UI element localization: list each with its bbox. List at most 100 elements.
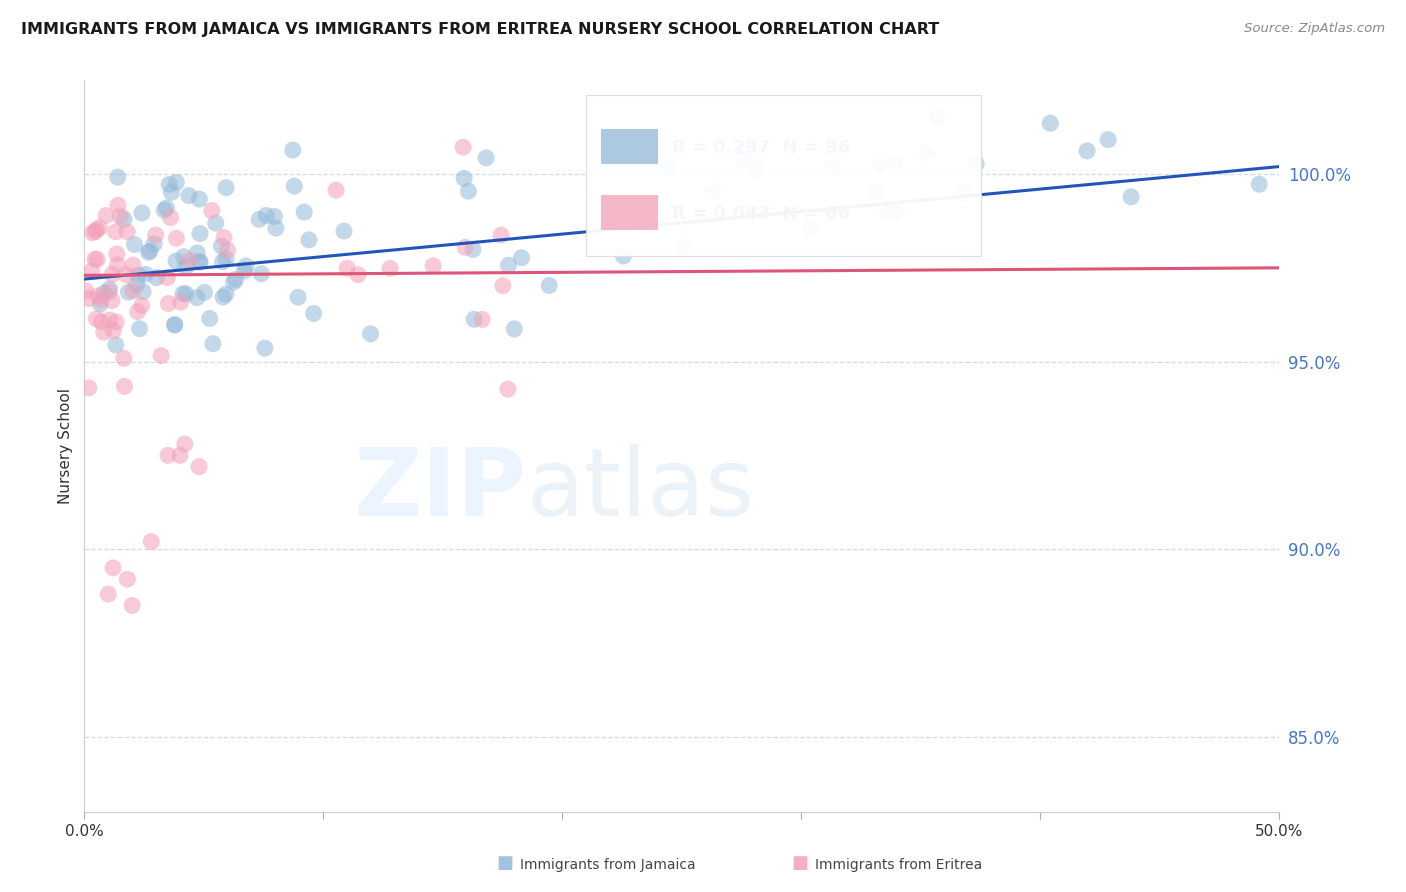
Point [422,259,444,273]
Point [188,192,211,206]
Point [138,245,160,260]
Point [93,325,115,339]
Point [159,211,181,225]
Point [799,221,821,235]
Y-axis label: Nursery School: Nursery School [58,388,73,504]
Point [157,296,180,310]
Point [114,379,136,393]
Point [169,449,191,463]
Point [132,285,155,299]
Point [105,315,128,329]
Point [87,289,110,303]
Point [702,184,724,198]
Point [165,231,187,245]
Point [254,208,277,222]
Point [1076,144,1098,158]
Point [101,267,124,281]
Point [86,252,108,267]
Point [141,534,163,549]
Point [173,437,195,451]
Point [156,270,179,285]
Point [186,291,208,305]
Point [177,188,200,202]
Point [298,233,321,247]
Point [471,312,494,326]
Point [188,227,211,241]
Point [122,258,145,272]
Point [264,221,287,235]
Text: ■: ■ [496,855,513,872]
Point [212,230,235,244]
Point [457,184,479,198]
Point [115,225,138,239]
Point [475,151,498,165]
Point [217,244,239,258]
Point [215,180,238,194]
Point [1249,178,1271,192]
Point [124,237,146,252]
Point [863,185,886,199]
Point [163,318,186,332]
Point [461,243,484,257]
Point [165,254,187,268]
Point [658,161,681,176]
Point [1039,116,1062,130]
Point [347,268,370,282]
Point [117,572,139,586]
Point [287,290,309,304]
Point [215,287,238,301]
Text: R = 0.043  N = 66: R = 0.043 N = 66 [672,205,851,223]
Text: atlas: atlas [527,444,755,536]
Point [105,258,128,272]
Point [145,270,167,285]
Point [127,304,149,318]
Point [188,459,211,474]
Point [121,599,143,613]
Point [247,212,270,227]
Point [253,341,276,355]
Point [745,163,768,178]
Point [128,268,150,282]
Point [145,227,167,242]
Point [204,216,226,230]
Point [292,205,315,219]
Point [510,251,533,265]
Point [98,313,121,327]
Point [135,268,157,282]
Point [172,286,194,301]
Point [101,293,124,308]
Point [965,157,987,171]
Point [733,152,755,166]
FancyBboxPatch shape [600,195,658,230]
Point [157,178,180,192]
Point [121,284,143,298]
Point [101,561,124,575]
Point [336,261,359,276]
Point [671,239,693,253]
Point [201,203,224,218]
Point [94,209,117,223]
Point [496,382,519,396]
Point [84,311,107,326]
Point [250,267,273,281]
Point [105,247,128,261]
Point [115,268,138,282]
Text: Immigrants from Eritrea: Immigrants from Eritrea [815,858,983,872]
Point [117,285,139,300]
Point [463,312,485,326]
Point [927,111,949,125]
Point [188,254,211,268]
Point [75,284,97,298]
Point [503,322,526,336]
Point [360,326,382,341]
Point [131,299,153,313]
Point [112,351,135,366]
Point [884,156,907,170]
Point [107,170,129,185]
Point [498,258,520,272]
FancyBboxPatch shape [586,95,981,256]
Point [821,160,844,174]
Point [886,204,908,219]
Point [110,209,132,223]
Point [155,201,177,215]
